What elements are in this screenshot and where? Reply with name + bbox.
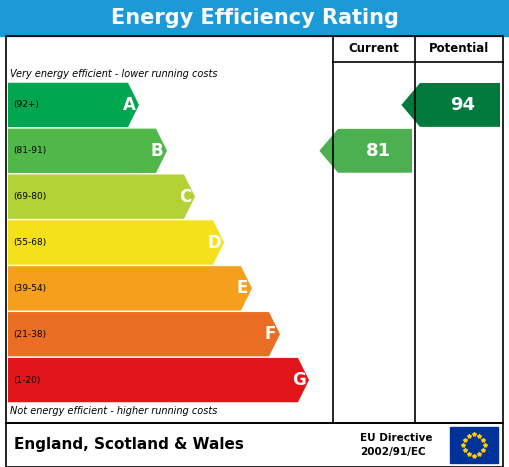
Polygon shape xyxy=(8,220,224,265)
Text: (21-38): (21-38) xyxy=(13,330,46,339)
Text: Very energy efficient - lower running costs: Very energy efficient - lower running co… xyxy=(10,69,217,79)
Bar xyxy=(450,427,498,463)
Text: Not energy efficient - higher running costs: Not energy efficient - higher running co… xyxy=(10,406,217,416)
Text: D: D xyxy=(207,234,221,252)
Text: (1-20): (1-20) xyxy=(13,375,40,384)
Polygon shape xyxy=(8,312,280,356)
Text: England, Scotland & Wales: England, Scotland & Wales xyxy=(14,438,244,453)
Text: Energy Efficiency Rating: Energy Efficiency Rating xyxy=(110,8,399,28)
Text: (55-68): (55-68) xyxy=(13,238,46,247)
Text: (81-91): (81-91) xyxy=(13,146,46,156)
Bar xyxy=(6,423,503,467)
Text: Potential: Potential xyxy=(429,42,489,56)
Polygon shape xyxy=(8,358,309,402)
Text: 94: 94 xyxy=(450,96,475,114)
Polygon shape xyxy=(319,129,412,173)
Polygon shape xyxy=(8,175,195,219)
Text: G: G xyxy=(292,371,306,389)
Text: (69-80): (69-80) xyxy=(13,192,46,201)
Polygon shape xyxy=(8,83,139,127)
Text: (92+): (92+) xyxy=(13,100,39,109)
Text: C: C xyxy=(179,188,191,205)
Polygon shape xyxy=(402,83,500,127)
Polygon shape xyxy=(8,128,167,173)
Bar xyxy=(6,36,503,423)
Bar xyxy=(0,0,509,36)
Text: E: E xyxy=(236,279,248,297)
Text: EU Directive
2002/91/EC: EU Directive 2002/91/EC xyxy=(360,433,433,457)
Text: B: B xyxy=(151,142,163,160)
Text: 81: 81 xyxy=(365,142,390,160)
Text: A: A xyxy=(123,96,135,114)
Text: Current: Current xyxy=(349,42,400,56)
Text: F: F xyxy=(264,325,276,343)
Polygon shape xyxy=(8,266,252,311)
Text: (39-54): (39-54) xyxy=(13,284,46,293)
